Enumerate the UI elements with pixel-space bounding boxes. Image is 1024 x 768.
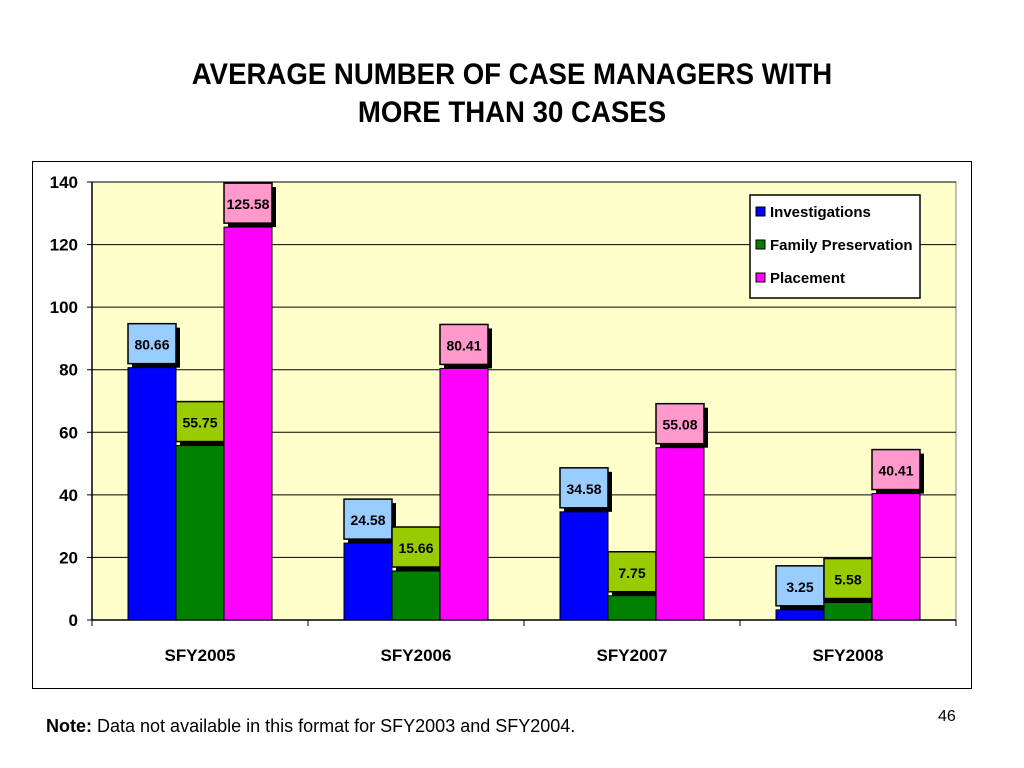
data-label-box (655, 402, 705, 445)
bar (823, 602, 873, 621)
data-label-box (607, 551, 657, 593)
bar (655, 447, 705, 621)
data-label-box (871, 448, 921, 491)
bar (127, 367, 177, 621)
bar (343, 542, 393, 621)
y-tick-label: 100 (50, 298, 78, 317)
legend-swatch (755, 206, 766, 217)
data-label: 125.58 (227, 196, 270, 212)
bar (391, 570, 441, 621)
x-tick-label: SFY2006 (381, 646, 452, 665)
chart-title-line-2: MORE THAN 30 CASES (357, 96, 667, 129)
data-label-box (823, 557, 873, 600)
x-tick-label: SFY2007 (597, 646, 668, 665)
y-tick-label: 60 (59, 423, 78, 442)
data-label: 3.25 (786, 579, 813, 595)
legend (749, 194, 921, 299)
data-label: 15.66 (398, 540, 433, 556)
page-number: 46 (938, 708, 956, 725)
data-label: 80.41 (446, 337, 481, 353)
bar (559, 511, 609, 621)
data-label-box (223, 182, 273, 224)
data-label: 80.66 (134, 337, 169, 353)
data-label-box (127, 322, 177, 365)
bar (439, 367, 489, 621)
legend-label: Family Preservation (770, 237, 913, 254)
bar (607, 595, 657, 621)
x-tick-label: SFY2008 (813, 646, 884, 665)
data-label: 55.75 (182, 415, 217, 431)
x-tick-label: SFY2005 (165, 646, 236, 665)
y-tick-label: 120 (50, 236, 78, 255)
chart-title-line-1: AVERAGE NUMBER OF CASE MANAGERS WITH (191, 58, 833, 91)
bar (223, 226, 273, 621)
data-label-box (775, 565, 825, 607)
y-tick-label: 80 (59, 361, 78, 380)
bar (175, 445, 225, 621)
data-label: 5.58 (834, 572, 861, 588)
y-tick-label: 0 (69, 611, 78, 630)
data-label-box (343, 498, 393, 540)
footnote: Note: Data not available in this format … (46, 716, 575, 737)
y-tick-label: 140 (50, 173, 78, 192)
legend-swatch (755, 239, 766, 250)
data-label-box (439, 323, 489, 366)
legend-label: Placement (770, 270, 845, 287)
chart-title: AVERAGE NUMBER OF CASE MANAGERS WITH MOR… (41, 56, 983, 132)
data-label: 40.41 (878, 463, 913, 479)
legend-label: Investigations (770, 204, 871, 221)
data-label: 34.58 (566, 481, 601, 497)
y-tick-label: 40 (59, 486, 78, 505)
bar (871, 493, 921, 621)
data-label: 7.75 (618, 565, 645, 581)
legend-swatch (755, 272, 766, 283)
note-text: Data not available in this format for SF… (97, 716, 576, 736)
note-label: Note: (46, 716, 92, 736)
data-label: 24.58 (350, 512, 385, 528)
data-label: 55.08 (662, 417, 697, 433)
y-tick-label: 20 (59, 548, 78, 567)
data-label-box (559, 467, 609, 509)
bar (775, 609, 825, 621)
